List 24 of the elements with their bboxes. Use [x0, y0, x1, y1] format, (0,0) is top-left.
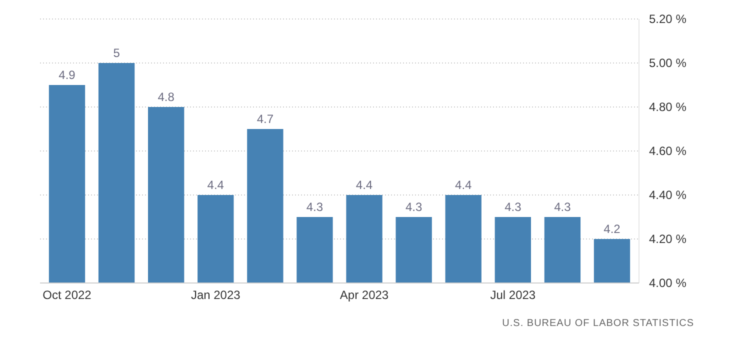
text: U.S. BUREAU OF LABOR STATISTICS	[502, 318, 694, 329]
y-tick-label: 4.60 %	[649, 144, 687, 158]
data-label: 5	[113, 46, 120, 60]
x-tick-label: Oct 2022	[42, 288, 92, 302]
data-label: 4.8	[158, 90, 175, 104]
data-label: 4.4	[207, 178, 224, 192]
x-tick-label: Jul 2023	[490, 288, 536, 302]
data-label: 4.9	[58, 68, 76, 82]
data-label: 4.3	[405, 200, 422, 214]
y-tick-label: 4.40 %	[649, 188, 687, 202]
y-tick-label: 4.80 %	[649, 100, 687, 114]
data-label: 4.4	[455, 178, 472, 192]
data-label: 4.3	[554, 200, 572, 214]
x-tick-label: Jan 2023	[190, 288, 241, 302]
y-tick-label: 4.00 %	[649, 276, 687, 290]
y-tick-label: 4.20 %	[649, 232, 687, 246]
y-tick-label: 5.00 %	[649, 56, 687, 70]
x-tick-label: Apr 2023	[340, 288, 389, 302]
data-label: 4.3	[306, 200, 324, 214]
y-tick-label: 5.20 %	[649, 12, 687, 26]
data-label: 4.4	[356, 178, 373, 192]
data-label: 4.3	[504, 200, 522, 214]
data-label: 4.7	[256, 112, 274, 126]
data-label: 4.2	[604, 222, 621, 236]
